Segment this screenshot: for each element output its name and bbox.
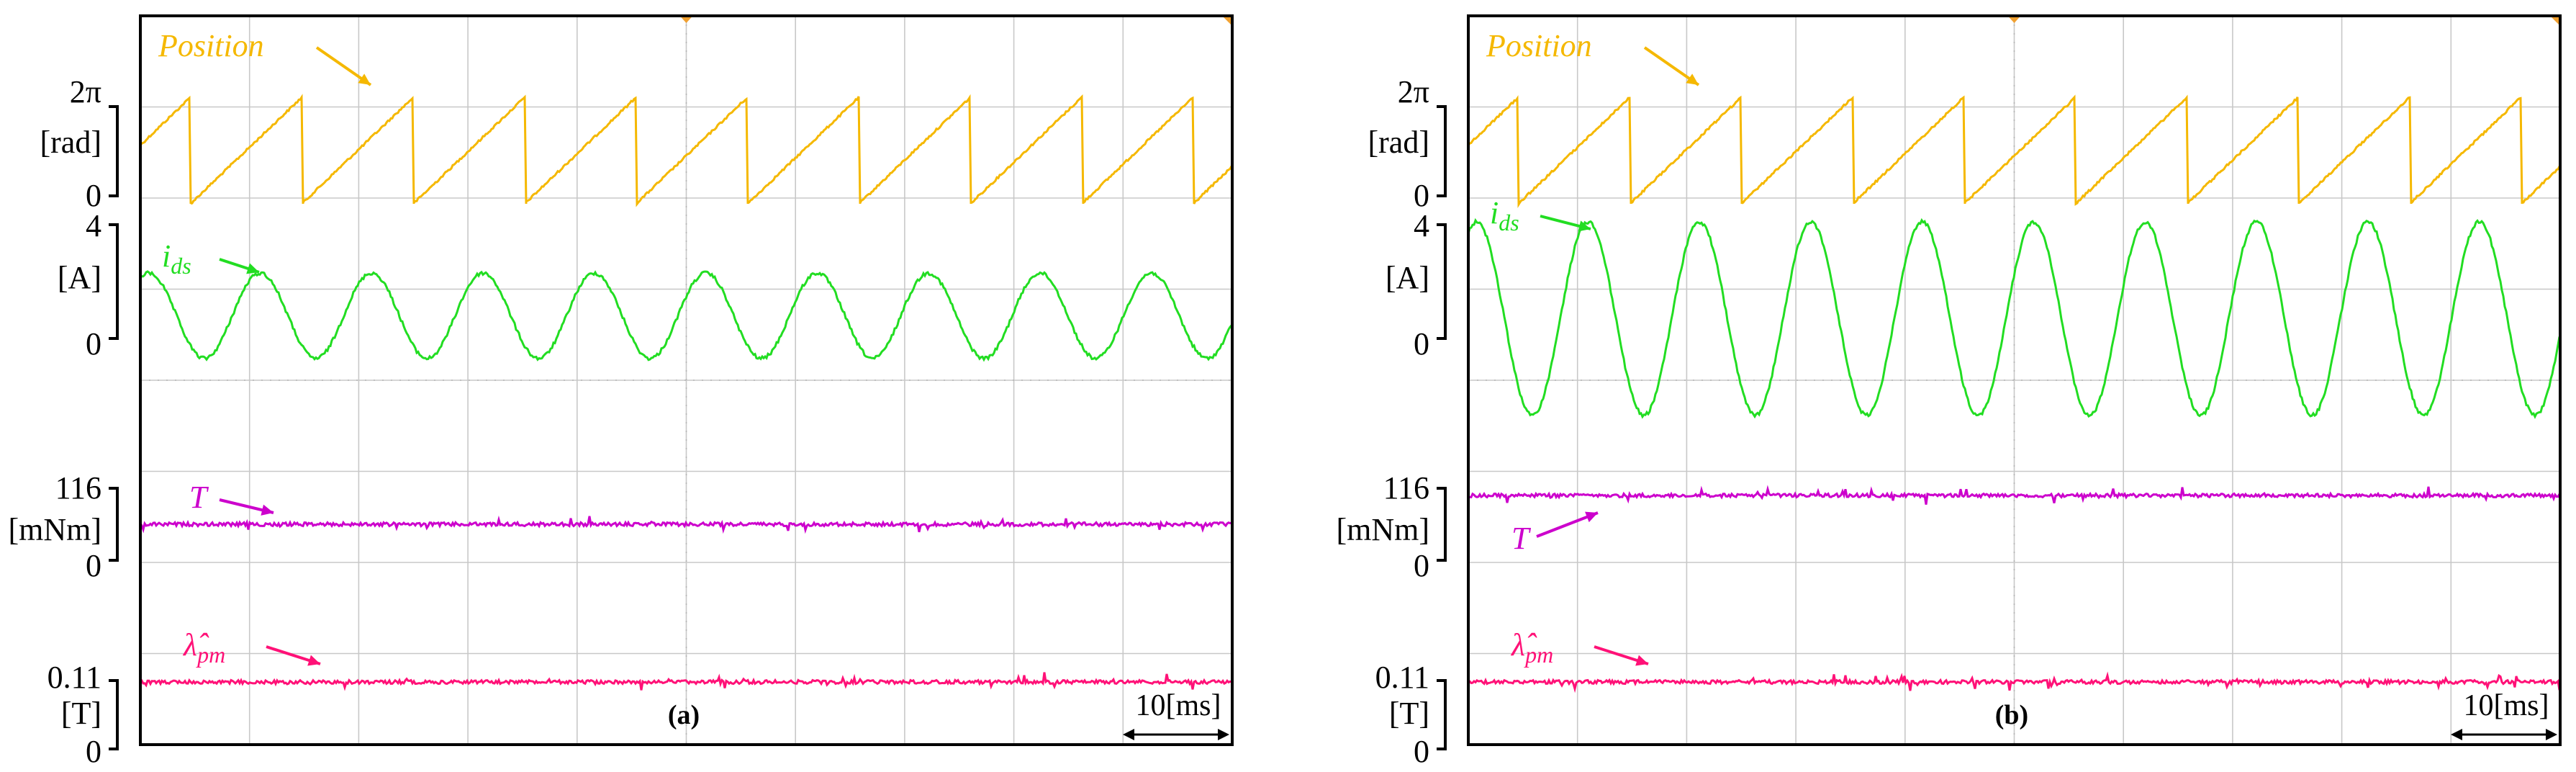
axis-top-value: 2π: [70, 74, 101, 109]
panel-tag: (a): [668, 700, 700, 730]
ids-subscript: ds: [1499, 210, 1519, 235]
time-scale-label: 10[ms]: [1136, 689, 1221, 722]
position-arrowhead-icon: [358, 73, 371, 85]
torque-trace: [1468, 485, 2561, 505]
trigger-level-icon: [1222, 16, 1232, 26]
trigger-marker-icon: [2007, 16, 2021, 23]
torque-arrowhead-icon: [1585, 511, 1598, 523]
grid: [140, 16, 1232, 745]
torque-label: T: [1511, 521, 1532, 556]
scope-panel-b: 2π[rad]04[A]0116[mNm]00.11[T]0Positionid…: [1336, 14, 2562, 769]
ids-arrowhead-icon: [246, 263, 259, 274]
lambda-arrowhead-icon: [1635, 655, 1648, 666]
lambda-trace: [140, 672, 1232, 691]
time-scale-label: 10[ms]: [2464, 689, 2549, 722]
position-trace: [1467, 94, 2561, 209]
lambda-arrowhead-icon: [307, 655, 320, 666]
scope-panel-a: 2π[rad]04[A]0116[mNm]00.11[T]0Positionid…: [8, 14, 1234, 769]
axis-bottom-value: 0: [1414, 734, 1429, 769]
panel-tag: (b): [1995, 700, 2028, 730]
axis-top-value: 0.11: [1375, 660, 1429, 695]
axis-bottom-value: 0: [86, 326, 101, 362]
position-arrowhead-icon: [1686, 73, 1699, 85]
ids-arrowhead-icon: [1578, 220, 1591, 232]
axis-bracket: [109, 105, 119, 197]
axis-bracket: [1437, 223, 1447, 340]
axis-top-value: 2π: [1398, 74, 1429, 109]
ids-label: ids: [162, 238, 191, 279]
axis-unit: [rad]: [40, 125, 102, 160]
axis-top-value: 4: [86, 208, 101, 243]
plot-frame: [139, 14, 1234, 746]
axis-bracket: [1437, 105, 1447, 197]
time-scale-right-arrow-icon: [1218, 729, 1229, 740]
axis-top-value: 4: [1414, 208, 1429, 243]
trigger-level-icon: [2550, 16, 2560, 26]
ids-subscript: ds: [171, 253, 191, 279]
axis-unit: [rad]: [1368, 125, 1430, 160]
grid: [1468, 16, 2560, 745]
position-trace: [139, 94, 1233, 207]
axis-bottom-value: 0: [1414, 178, 1429, 213]
axis-unit: [T]: [61, 696, 101, 731]
ids-trace: [1467, 217, 2561, 419]
lambda-trace: [1468, 671, 2561, 694]
axis-unit: [A]: [1386, 260, 1429, 295]
torque-trace: [139, 515, 1232, 534]
axis-bottom-value: 0: [1414, 326, 1429, 362]
axis-top-value: 0.11: [48, 660, 101, 695]
axis-bracket: [1437, 679, 1447, 750]
position-label: Position: [1486, 28, 1592, 63]
axis-bracket: [109, 487, 119, 562]
axis-unit: [A]: [58, 260, 101, 295]
axis-bracket: [109, 679, 119, 750]
lambda-label: λ̂pm: [1510, 627, 1553, 668]
torque-arrowhead-icon: [261, 504, 274, 516]
axis-bottom-value: 0: [86, 178, 101, 213]
axis-bottom-value: 0: [1414, 548, 1429, 583]
time-scale-left-arrow-icon: [1123, 729, 1134, 740]
trigger-marker-icon: [679, 16, 693, 23]
axis-unit: [mNm]: [1336, 512, 1429, 547]
axis-bracket: [109, 223, 119, 340]
lambda-label: λ̂pm: [182, 627, 225, 668]
lambda-subscript: pm: [1524, 642, 1553, 668]
axis-bottom-value: 0: [86, 548, 101, 583]
axis-bracket: [1437, 487, 1447, 562]
axis-top-value: 116: [1383, 470, 1429, 506]
plot-frame: [1467, 14, 2562, 746]
lambda-subscript: pm: [196, 642, 225, 668]
axis-top-value: 116: [55, 470, 101, 506]
axis-unit: [T]: [1389, 696, 1429, 731]
time-scale-right-arrow-icon: [2546, 729, 2557, 740]
ids-trace: [139, 270, 1233, 362]
axis-bottom-value: 0: [86, 734, 101, 769]
torque-label: T: [189, 480, 209, 515]
time-scale-left-arrow-icon: [2451, 729, 2462, 740]
axis-unit: [mNm]: [8, 512, 101, 547]
ids-label: ids: [1490, 195, 1519, 235]
position-label: Position: [158, 28, 264, 63]
